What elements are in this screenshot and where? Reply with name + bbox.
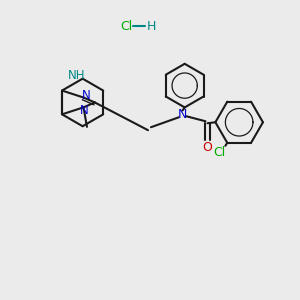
Text: NH: NH [68,69,85,82]
Text: Cl: Cl [120,20,132,33]
Text: O: O [202,140,212,154]
Text: N: N [178,108,188,121]
Text: N: N [82,89,91,102]
Text: H: H [146,20,156,33]
Text: Cl: Cl [213,146,226,159]
Text: N: N [80,104,89,117]
